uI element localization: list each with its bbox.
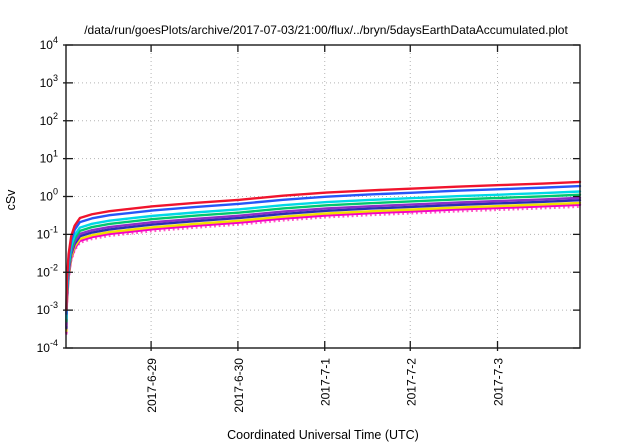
y-tick-label: 102 [40,111,58,128]
x-tick-label: 2017-7-3 [492,358,506,406]
y-tick-label: 103 [40,73,58,90]
plot-border [65,44,581,349]
y-tick-label: 10-3 [37,300,58,317]
series-red-line [65,180,582,312]
page-title: /data/run/goesPlots/archive/2017-07-03/2… [84,23,568,37]
y-tick-label: 10-4 [37,338,58,355]
y-tick-label: 10-2 [37,262,58,279]
y-tick-label: 10-1 [37,224,58,241]
x-tick-label: 2017-7-2 [404,358,418,406]
x-axis-label: Coordinated Universal Time (UTC) [227,428,419,442]
x-tick-label: 2017-6-29 [145,358,159,413]
y-tick-label: 101 [40,149,58,166]
y-tick-label: 100 [40,187,58,204]
x-tick-label: 2017-7-1 [319,358,333,406]
x-tick-label: 2017-6-30 [232,358,246,413]
y-tick-label: 104 [40,35,58,52]
